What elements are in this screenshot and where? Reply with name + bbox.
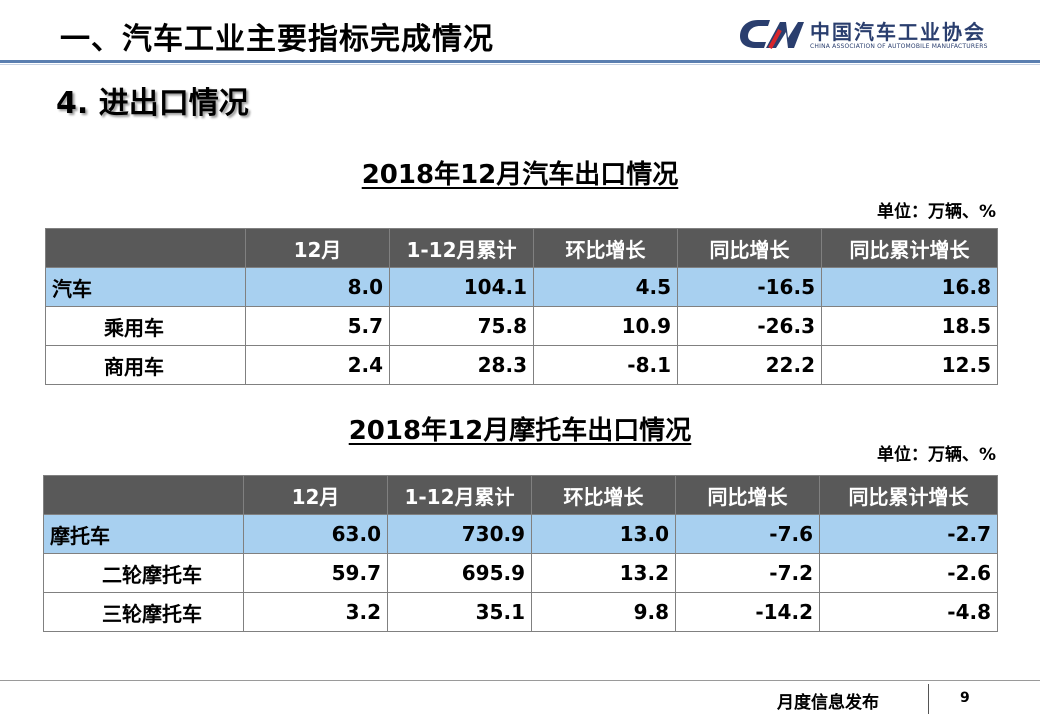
table-cell: -16.5 [677,267,822,307]
caam-logo-mark-icon [740,20,804,49]
table-cell: 3.2 [243,592,388,632]
table-header-row: 12月 1-12月累计 环比增长 同比增长 同比累计增长 [45,228,998,268]
row-label: 乘用车 [45,306,246,346]
table-cell: 13.2 [531,553,676,593]
table-cell: 22.2 [677,345,822,385]
table-cell: -26.3 [677,306,822,346]
table-cell: 28.3 [389,345,534,385]
table2-title-text: 2018年12月摩托车出口情况 [348,416,692,446]
table-cell: 35.1 [387,592,532,632]
column-header: 12月 [243,475,388,515]
table-cell: 8.0 [245,267,390,307]
column-header: 同比累计增长 [819,475,998,515]
table-cell: -7.6 [675,514,820,554]
table-row: 汽车 8.0 104.1 4.5 -16.5 16.8 [45,267,998,307]
table-cell: -8.1 [533,345,678,385]
table-cell: 16.8 [821,267,998,307]
table-row: 商用车 2.4 28.3 -8.1 22.2 12.5 [45,345,998,385]
car-export-table: 12月 1-12月累计 环比增长 同比增长 同比累计增长 汽车 8.0 104.… [45,228,998,385]
table-cell: 9.8 [531,592,676,632]
table-cell: 104.1 [389,267,534,307]
table-cell: 695.9 [387,553,532,593]
row-label: 三轮摩托车 [43,592,244,632]
column-header: 同比累计增长 [821,228,998,268]
footer-divider [0,680,1040,681]
caam-logo: 中国汽车工业协会 CHINA ASSOCIATION OF AUTOMOBILE… [736,12,1026,56]
column-header: 环比增长 [531,475,676,515]
table-cell: -4.8 [819,592,998,632]
column-header: 1-12月累计 [387,475,532,515]
column-header: 同比增长 [675,475,820,515]
table-cell: 5.7 [245,306,390,346]
table-cell: -7.2 [675,553,820,593]
column-header: 12月 [245,228,390,268]
footer-label: 月度信息发布 [777,693,879,713]
row-label: 汽车 [45,267,246,307]
table-cell: -2.7 [819,514,998,554]
slide-title: 一、汽车工业主要指标完成情况 [60,22,494,57]
column-header [43,475,244,515]
table-row: 三轮摩托车 3.2 35.1 9.8 -14.2 -4.8 [43,592,998,632]
table-cell: 2.4 [245,345,390,385]
table2-unit: 单位：万辆、% [876,445,996,465]
table1-title: 2018年12月汽车出口情况 [0,154,1040,191]
table-cell: 12.5 [821,345,998,385]
section-title: 4. 进出口情况 [56,86,249,121]
row-label: 摩托车 [43,514,244,554]
logo-english-text: CHINA ASSOCIATION OF AUTOMOBILE MANUFACT… [810,43,988,50]
table1-title-text: 2018年12月汽车出口情况 [361,160,679,190]
table-row: 乘用车 5.7 75.8 10.9 -26.3 18.5 [45,306,998,346]
header-divider-light [0,64,1040,65]
motorcycle-export-table: 12月 1-12月累计 环比增长 同比增长 同比累计增长 摩托车 63.0 73… [43,475,998,632]
table-cell: 13.0 [531,514,676,554]
table-cell: -2.6 [819,553,998,593]
table-cell: 18.5 [821,306,998,346]
row-label: 商用车 [45,345,246,385]
header-divider [0,60,1040,63]
logo-chinese-text: 中国汽车工业协会 [810,20,986,44]
table-cell: 730.9 [387,514,532,554]
column-header: 同比增长 [677,228,822,268]
table-cell: -14.2 [675,592,820,632]
table-row: 二轮摩托车 59.7 695.9 13.2 -7.2 -2.6 [43,553,998,593]
table-cell: 63.0 [243,514,388,554]
column-header: 环比增长 [533,228,678,268]
page-number: 9 [960,690,970,706]
table-row: 摩托车 63.0 730.9 13.0 -7.6 -2.7 [43,514,998,554]
column-header [45,228,246,268]
table-cell: 4.5 [533,267,678,307]
column-header: 1-12月累计 [389,228,534,268]
table-cell: 10.9 [533,306,678,346]
table1-unit: 单位：万辆、% [876,202,996,222]
table-cell: 75.8 [389,306,534,346]
table2-title: 2018年12月摩托车出口情况 [0,410,1040,447]
table-cell: 59.7 [243,553,388,593]
row-label: 二轮摩托车 [43,553,244,593]
table-header-row: 12月 1-12月累计 环比增长 同比增长 同比累计增长 [43,475,998,515]
footer-separator [928,684,929,714]
